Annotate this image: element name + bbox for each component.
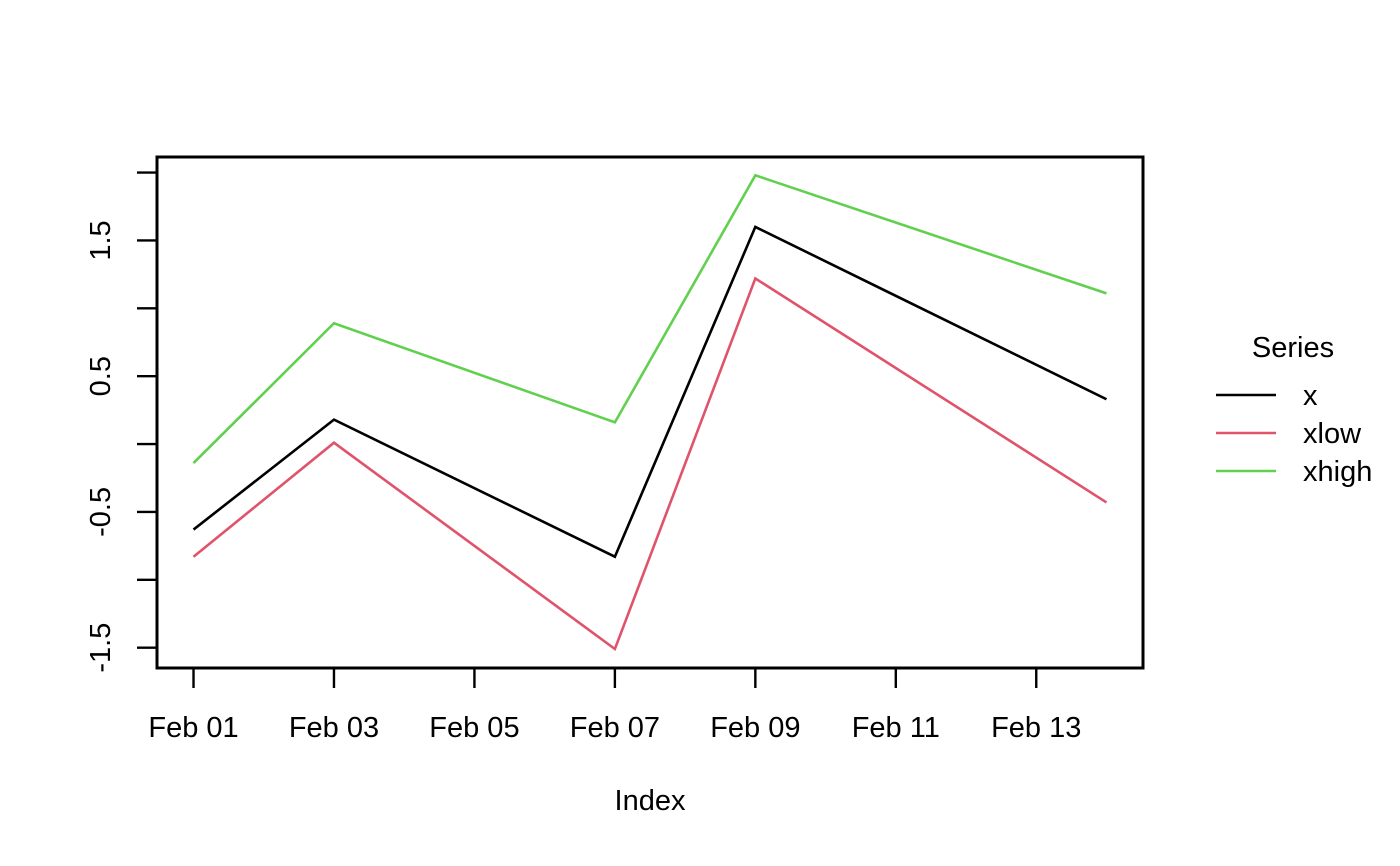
x-tick-label: Feb 03 (289, 712, 379, 744)
legend-item-x: x (1216, 380, 1318, 412)
plot-area: Feb 01 Feb 03 Feb 05 Feb 07 Feb 09 Feb 11 Feb … (85, 155, 1145, 744)
y-tick-label: 0.5 (85, 356, 117, 396)
legend-label-xhigh: xhigh (1303, 456, 1372, 488)
x-tick-label: Feb 09 (710, 712, 800, 744)
y-tick-label: -1.5 (85, 623, 117, 673)
x-tick-label: Feb 11 (852, 712, 940, 744)
x-tick-label: Feb 13 (991, 712, 1081, 744)
x-tick-label: Feb 01 (148, 712, 238, 744)
legend-label-x: x (1303, 380, 1318, 412)
series-line-x (192, 225, 1108, 559)
legend-title: Series (1252, 332, 1334, 364)
y-tick-label: -0.5 (85, 487, 117, 537)
y-tick-label: 1.5 (85, 220, 117, 260)
plot-box (155, 155, 1145, 670)
series-line-xlow (192, 276, 1108, 652)
x-axis-title: Index (615, 785, 686, 817)
legend-item-xhigh: xhigh (1216, 456, 1372, 488)
legend-label-xlow: xlow (1303, 418, 1362, 450)
series-line-xhigh (192, 173, 1107, 464)
x-tick-label: Feb 05 (429, 712, 519, 744)
x-tick-label: Feb 07 (570, 712, 660, 744)
legend-item-xlow: xlow (1216, 418, 1362, 450)
legend: Series x xlow xhigh (1216, 332, 1372, 488)
